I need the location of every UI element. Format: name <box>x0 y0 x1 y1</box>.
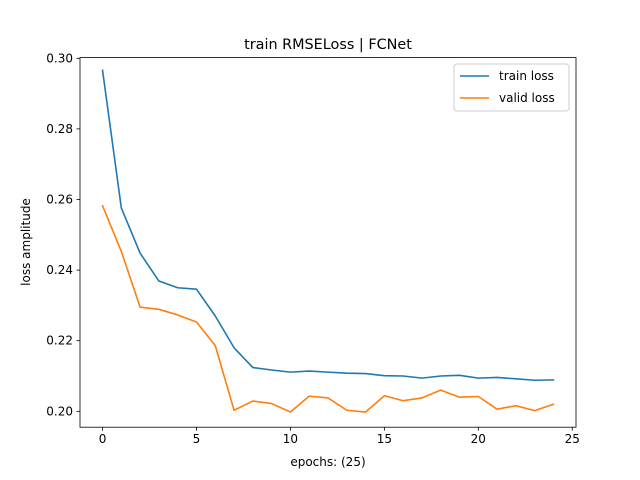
y-tick-label: 0.28 <box>46 122 73 136</box>
series-line-train-loss <box>101 69 555 382</box>
legend-label-train-loss: train loss <box>499 69 554 83</box>
series-layer <box>101 69 555 413</box>
y-tick-label: 0.26 <box>46 193 73 207</box>
axis-layer: 0 5 10 15 20 25 0.20 0.22 0.24 0.26 0.28 0.30 <box>46 51 580 446</box>
x-tick-label: 15 <box>377 432 392 446</box>
plot-frame <box>79 57 577 428</box>
series-line-valid-loss <box>101 204 555 413</box>
x-tick-label: 10 <box>283 432 298 446</box>
y-tick-label: 0.30 <box>46 51 73 65</box>
x-tick-label: 0 <box>99 432 107 446</box>
x-tick-label: 5 <box>193 432 201 446</box>
y-axis-label: loss amplitude <box>19 198 33 286</box>
y-tick-label: 0.24 <box>46 263 73 277</box>
x-tick-label: 25 <box>565 432 580 446</box>
legend: train loss valid loss <box>453 63 570 112</box>
legend-label-valid-loss: valid loss <box>499 91 555 105</box>
y-tick-label: 0.22 <box>46 334 73 348</box>
x-axis-label: epochs: (25) <box>290 455 365 469</box>
y-tick-label: 0.20 <box>46 404 73 418</box>
chart-title: train RMSELoss | FCNet <box>244 37 412 53</box>
x-tick-label: 20 <box>471 432 486 446</box>
